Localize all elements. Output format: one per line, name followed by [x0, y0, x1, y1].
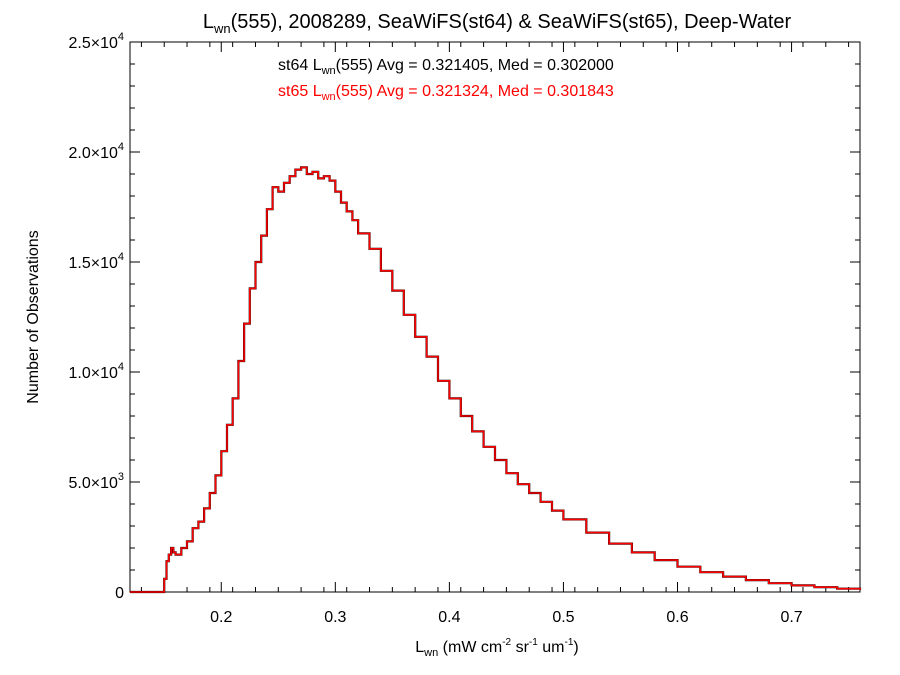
- series-st65-histogram: [130, 166, 861, 593]
- x-axis-label: Lwn (mW cm-2 sr-1 um-1): [415, 637, 578, 659]
- annotation-st64-rest: (555) Avg = 0.321405, Med = 0.302000: [336, 57, 614, 74]
- title-prefix: L: [203, 11, 214, 33]
- annotation-st64: st64 Lwn(555) Avg = 0.321405, Med = 0.30…: [278, 57, 614, 77]
- xlabel-end: ): [573, 639, 578, 656]
- series-layer: [130, 166, 862, 594]
- annotation-st65: st65 Lwn(555) Avg = 0.321324, Med = 0.30…: [278, 83, 614, 103]
- x-tick-label: 0.3: [324, 609, 346, 626]
- xlabel-units: (mW cm: [438, 639, 502, 656]
- y-axis-ticks: 0 5.0×103 1.0×104 1.5×104 2.0×104 2.5×104: [68, 31, 860, 602]
- annotation-st64-prefix: st64 L: [278, 57, 322, 74]
- annotation-st65-subscript: wn: [321, 91, 336, 103]
- y-tick-label: 1.5×104: [68, 251, 124, 272]
- xlabel-mid1: sr: [511, 639, 529, 656]
- x-tick-label: 0.4: [438, 609, 460, 626]
- y-tick-label: 2.5×104: [68, 31, 124, 52]
- y-tick-label: 5.0×103: [68, 471, 124, 492]
- xlabel-mid2: um: [538, 639, 565, 656]
- x-tick-label: 0.5: [552, 609, 574, 626]
- x-tick-label: 0.2: [210, 609, 232, 626]
- title-rest: (555), 2008289, SeaWiFS(st64) & SeaWiFS(…: [231, 11, 792, 33]
- chart-title: Lwn(555), 2008289, SeaWiFS(st64) & SeaWi…: [203, 11, 792, 36]
- series-st64-histogram: [130, 166, 862, 594]
- xlabel-prefix: L: [415, 639, 424, 656]
- plot-frame: [129, 41, 861, 593]
- xlabel-subscript: wn: [423, 647, 438, 659]
- title-subscript: wn: [213, 21, 231, 36]
- y-tick-label: 1.0×104: [68, 361, 124, 382]
- y-tick-label: 2.0×104: [68, 141, 124, 162]
- y-tick-label: 0: [115, 585, 124, 602]
- y-axis-label: Number of Observations: [25, 230, 42, 403]
- annotation-st65-rest: (555) Avg = 0.321324, Med = 0.301843: [336, 83, 614, 100]
- annotation-st65-prefix: st65 L: [278, 83, 322, 100]
- x-axis-ticks: 0.2 0.3 0.4 0.5 0.6 0.7: [140, 42, 850, 626]
- annotation-st64-subscript: wn: [321, 65, 336, 77]
- x-tick-label: 0.7: [780, 609, 802, 626]
- x-tick-label: 0.6: [666, 609, 688, 626]
- xlabel-sup3: -1: [564, 637, 573, 648]
- xlabel-sup1: -2: [502, 637, 511, 648]
- xlabel-sup2: -1: [529, 637, 538, 648]
